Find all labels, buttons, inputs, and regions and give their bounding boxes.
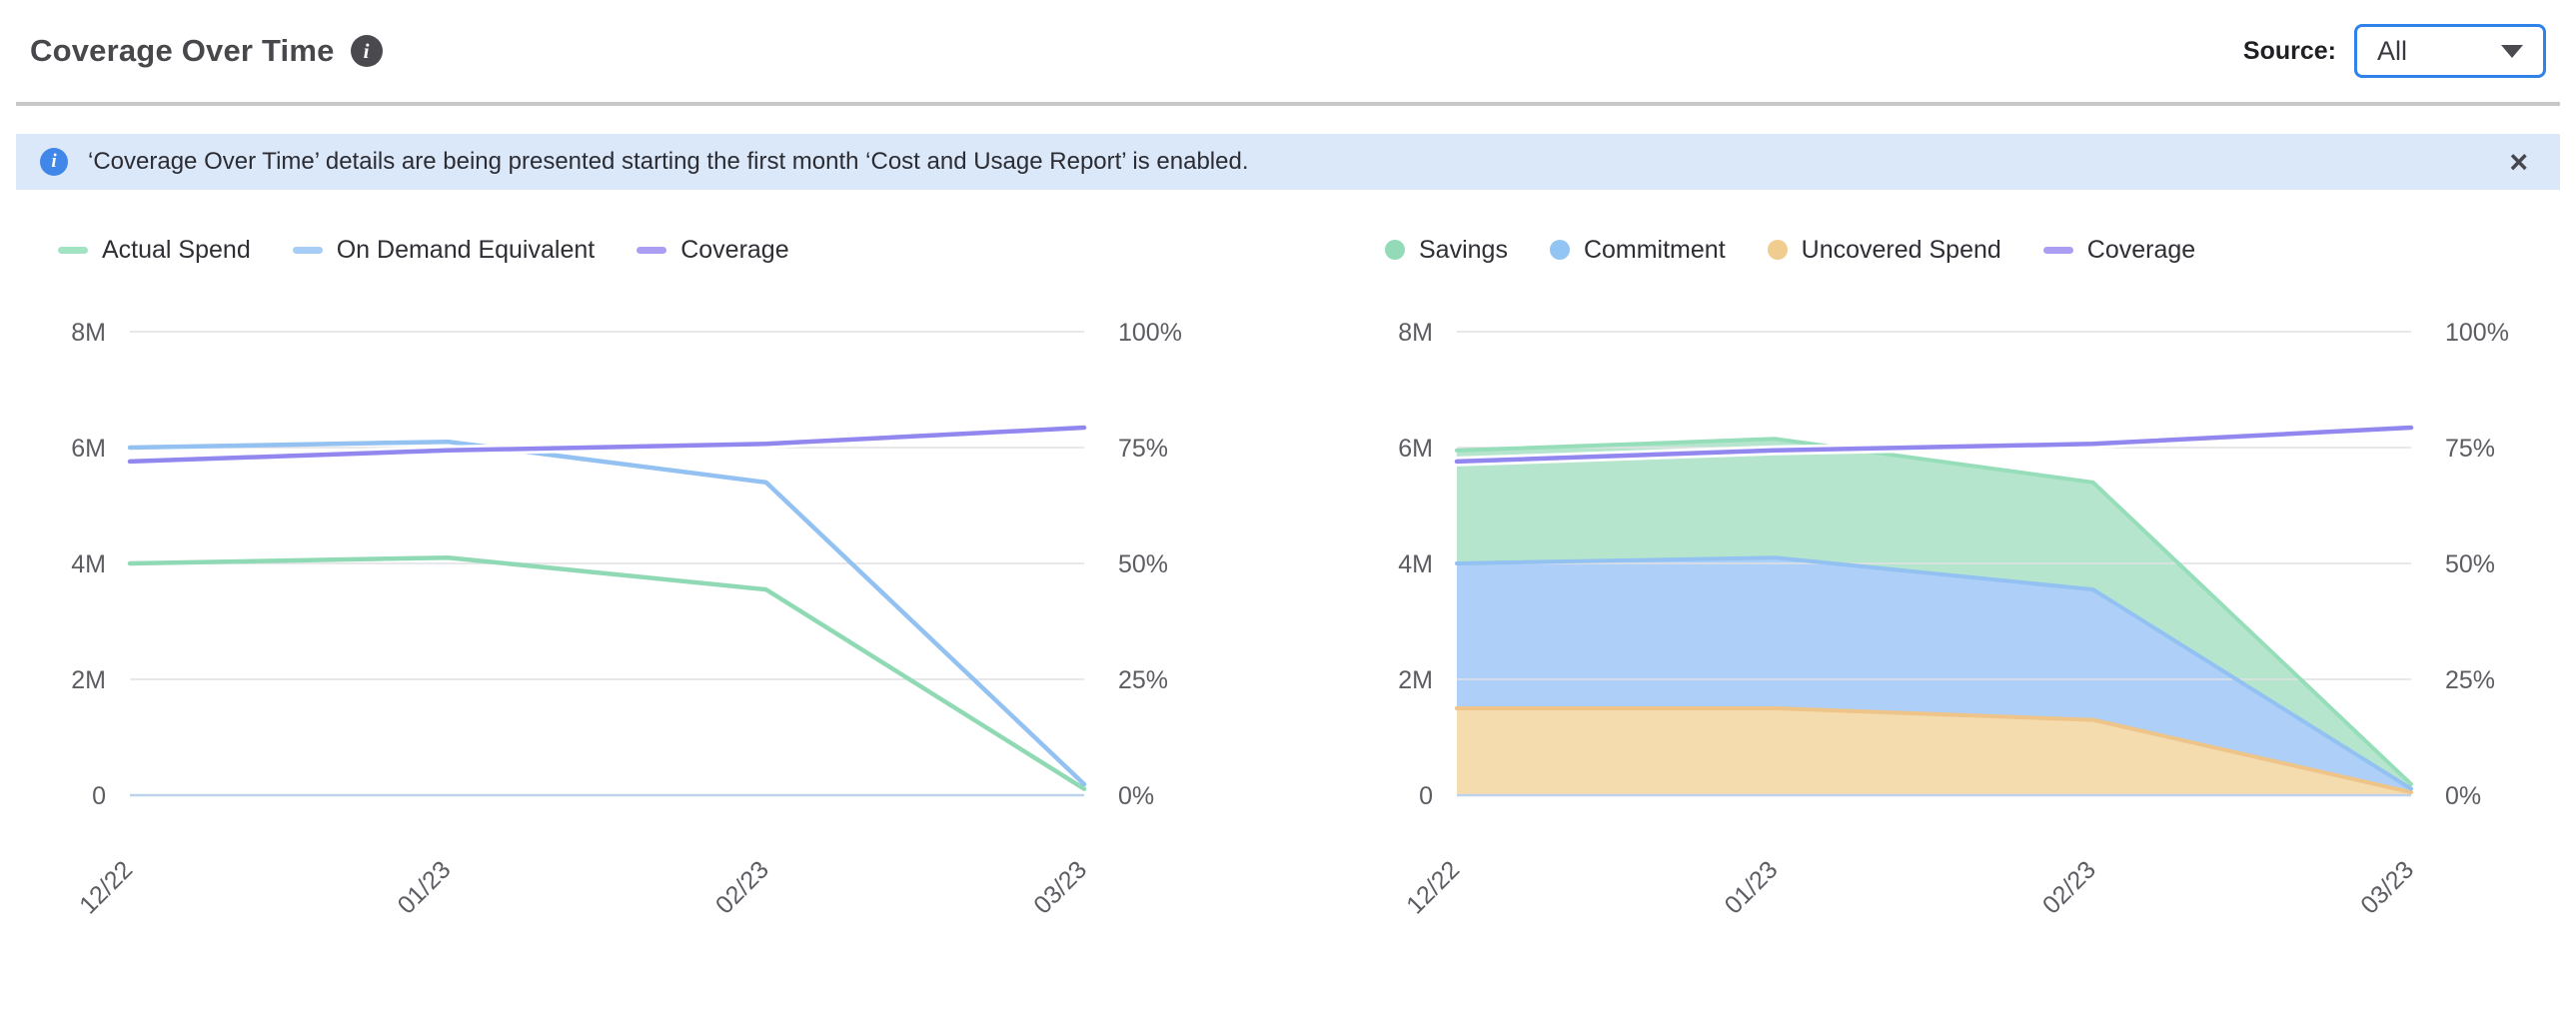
area-edge-savings <box>1455 437 2413 786</box>
page-title: Coverage Over Time <box>30 33 335 68</box>
y-axis-right-tick: 0% <box>1118 782 1154 810</box>
x-axis-tick: 02/23 <box>2037 855 2101 919</box>
series-line <box>127 554 1087 791</box>
legend-item-uncovered-spend[interactable]: Uncovered Spend <box>1767 235 2001 265</box>
y-axis-left-tick: 2M <box>71 666 106 694</box>
y-axis-right-tick: 75% <box>2445 435 2495 463</box>
series-line <box>1454 425 2414 465</box>
coverage-line-chart-panel: Actual Spend On Demand Equivalent Coverage… <box>30 232 1219 980</box>
legend-marker-uncovered-spend <box>1767 240 1788 260</box>
y-axis-right-tick: 100% <box>2445 319 2509 347</box>
legend-label: Savings <box>1419 235 1508 264</box>
y-axis-left-tick: 6M <box>71 435 106 463</box>
info-banner: i ‘Coverage Over Time’ details are being… <box>16 134 2560 190</box>
line-chart-legend: Actual Spend On Demand Equivalent Coverage <box>58 232 1219 268</box>
source-dropdown[interactable]: All <box>2354 24 2546 78</box>
legend-marker-coverage <box>637 246 667 254</box>
y-axis-left-tick: 8M <box>1398 319 1433 347</box>
y-axis-right-labels: 100% 75% 50% 25% 0% <box>1118 319 1182 810</box>
stacked-areas <box>1457 439 2411 795</box>
legend-label: Coverage <box>2086 235 2196 264</box>
y-axis-right-tick: 25% <box>2445 666 2495 694</box>
legend-label: Coverage <box>680 235 789 264</box>
header-divider <box>16 102 2560 106</box>
legend-marker-savings <box>1385 240 1405 260</box>
x-axis-tick: 12/22 <box>74 855 138 919</box>
charts-row: Actual Spend On Demand Equivalent Coverage… <box>0 232 2576 980</box>
area-edge-commitment <box>1455 555 2413 791</box>
series-actual-spend <box>127 554 1087 791</box>
area-commitment <box>1457 557 2411 793</box>
close-icon[interactable]: × <box>2509 144 2528 180</box>
y-axis-right-tick: 0% <box>2445 782 2481 810</box>
x-axis-tick: 12/22 <box>1401 855 1465 919</box>
y-axis-left-tick: 4M <box>71 550 106 578</box>
y-axis-left-labels: 8M 6M 4M 2M 0 <box>71 319 106 810</box>
x-axis-tick: 03/23 <box>1028 855 1092 919</box>
legend-label: Actual Spend <box>102 235 251 264</box>
legend-marker-coverage <box>2042 246 2073 254</box>
series-line <box>127 439 1087 787</box>
y-axis-left-tick: 6M <box>1398 435 1433 463</box>
source-label: Source: <box>2242 36 2336 65</box>
page-header: Coverage Over Time i Source: All <box>0 0 2576 102</box>
legend-label: Uncovered Spend <box>1801 235 2001 264</box>
x-axis-labels: 12/22 01/23 02/23 03/23 <box>74 855 1092 919</box>
y-axis-left-tick: 8M <box>71 319 106 347</box>
info-icon[interactable]: i <box>350 35 383 67</box>
source-dropdown-value: All <box>2377 35 2408 66</box>
source-filter: Source: All <box>2243 24 2546 78</box>
legend-marker-actual-spend <box>58 246 88 254</box>
coverage-area-chart: 8M 6M 4M 2M 0 100% 75% 50% 25% 0% 12/22 01/23 02/23 0… <box>1398 319 2509 919</box>
info-icon: i <box>40 148 68 176</box>
area-uncovered-spend <box>1457 708 2411 795</box>
legend-item-actual-spend[interactable]: Actual Spend <box>58 236 251 265</box>
legend-label: On Demand Equivalent <box>336 235 596 264</box>
legend-item-on-demand-equivalent[interactable]: On Demand Equivalent <box>292 235 596 265</box>
y-axis-right-tick: 50% <box>2445 550 2495 578</box>
series-coverage <box>1452 423 2416 467</box>
series-line <box>127 425 1087 465</box>
y-axis-left-tick: 0 <box>92 782 106 810</box>
x-axis-tick: 03/23 <box>2355 855 2419 919</box>
x-axis-labels: 12/22 01/23 02/23 03/23 <box>1401 855 2419 919</box>
area-chart-legend: Savings Commitment Uncovered Spend Coverage <box>1385 232 2546 268</box>
legend-marker-on-demand-equivalent <box>292 246 323 254</box>
gridlines <box>130 331 1084 797</box>
x-axis-tick: 01/23 <box>1720 855 1784 919</box>
y-axis-right-tick: 50% <box>1118 550 1168 578</box>
area-edge-uncovered-spend <box>1455 706 2413 795</box>
y-axis-left-tick: 4M <box>1398 550 1433 578</box>
coverage-line-chart: 8M 6M 4M 2M 0 100% 75% 50% 25% 0% 12/22 01/23 02/23 0… <box>71 319 1182 919</box>
y-axis-right-tick: 25% <box>1118 666 1168 694</box>
x-axis-tick: 02/23 <box>710 855 774 919</box>
legend-item-commitment[interactable]: Commitment <box>1549 235 1726 265</box>
y-axis-left-tick: 2M <box>1398 666 1433 694</box>
coverage-area-chart-panel: Savings Commitment Uncovered Spend Coverage… <box>1357 232 2546 980</box>
legend-label: Commitment <box>1583 235 1726 264</box>
y-axis-left-labels: 8M 6M 4M 2M 0 <box>1398 319 1433 810</box>
banner-text: ‘Coverage Over Time’ details are being p… <box>88 148 1249 175</box>
area-savings <box>1457 439 2411 789</box>
series-coverage <box>125 423 1089 467</box>
y-axis-left-tick: 0 <box>1419 782 1433 810</box>
legend-item-savings[interactable]: Savings <box>1385 236 1508 265</box>
y-axis-right-tick: 100% <box>1118 319 1182 347</box>
legend-item-coverage[interactable]: Coverage <box>637 235 789 265</box>
legend-item-coverage[interactable]: Coverage <box>2042 235 2196 265</box>
x-axis-tick: 01/23 <box>393 855 457 919</box>
chevron-down-icon <box>2501 44 2523 58</box>
series-on-demand-equivalent <box>127 439 1087 787</box>
y-axis-right-labels: 100% 75% 50% 25% 0% <box>2445 319 2509 810</box>
legend-marker-commitment <box>1549 240 1570 260</box>
y-axis-right-tick: 75% <box>1118 435 1168 463</box>
